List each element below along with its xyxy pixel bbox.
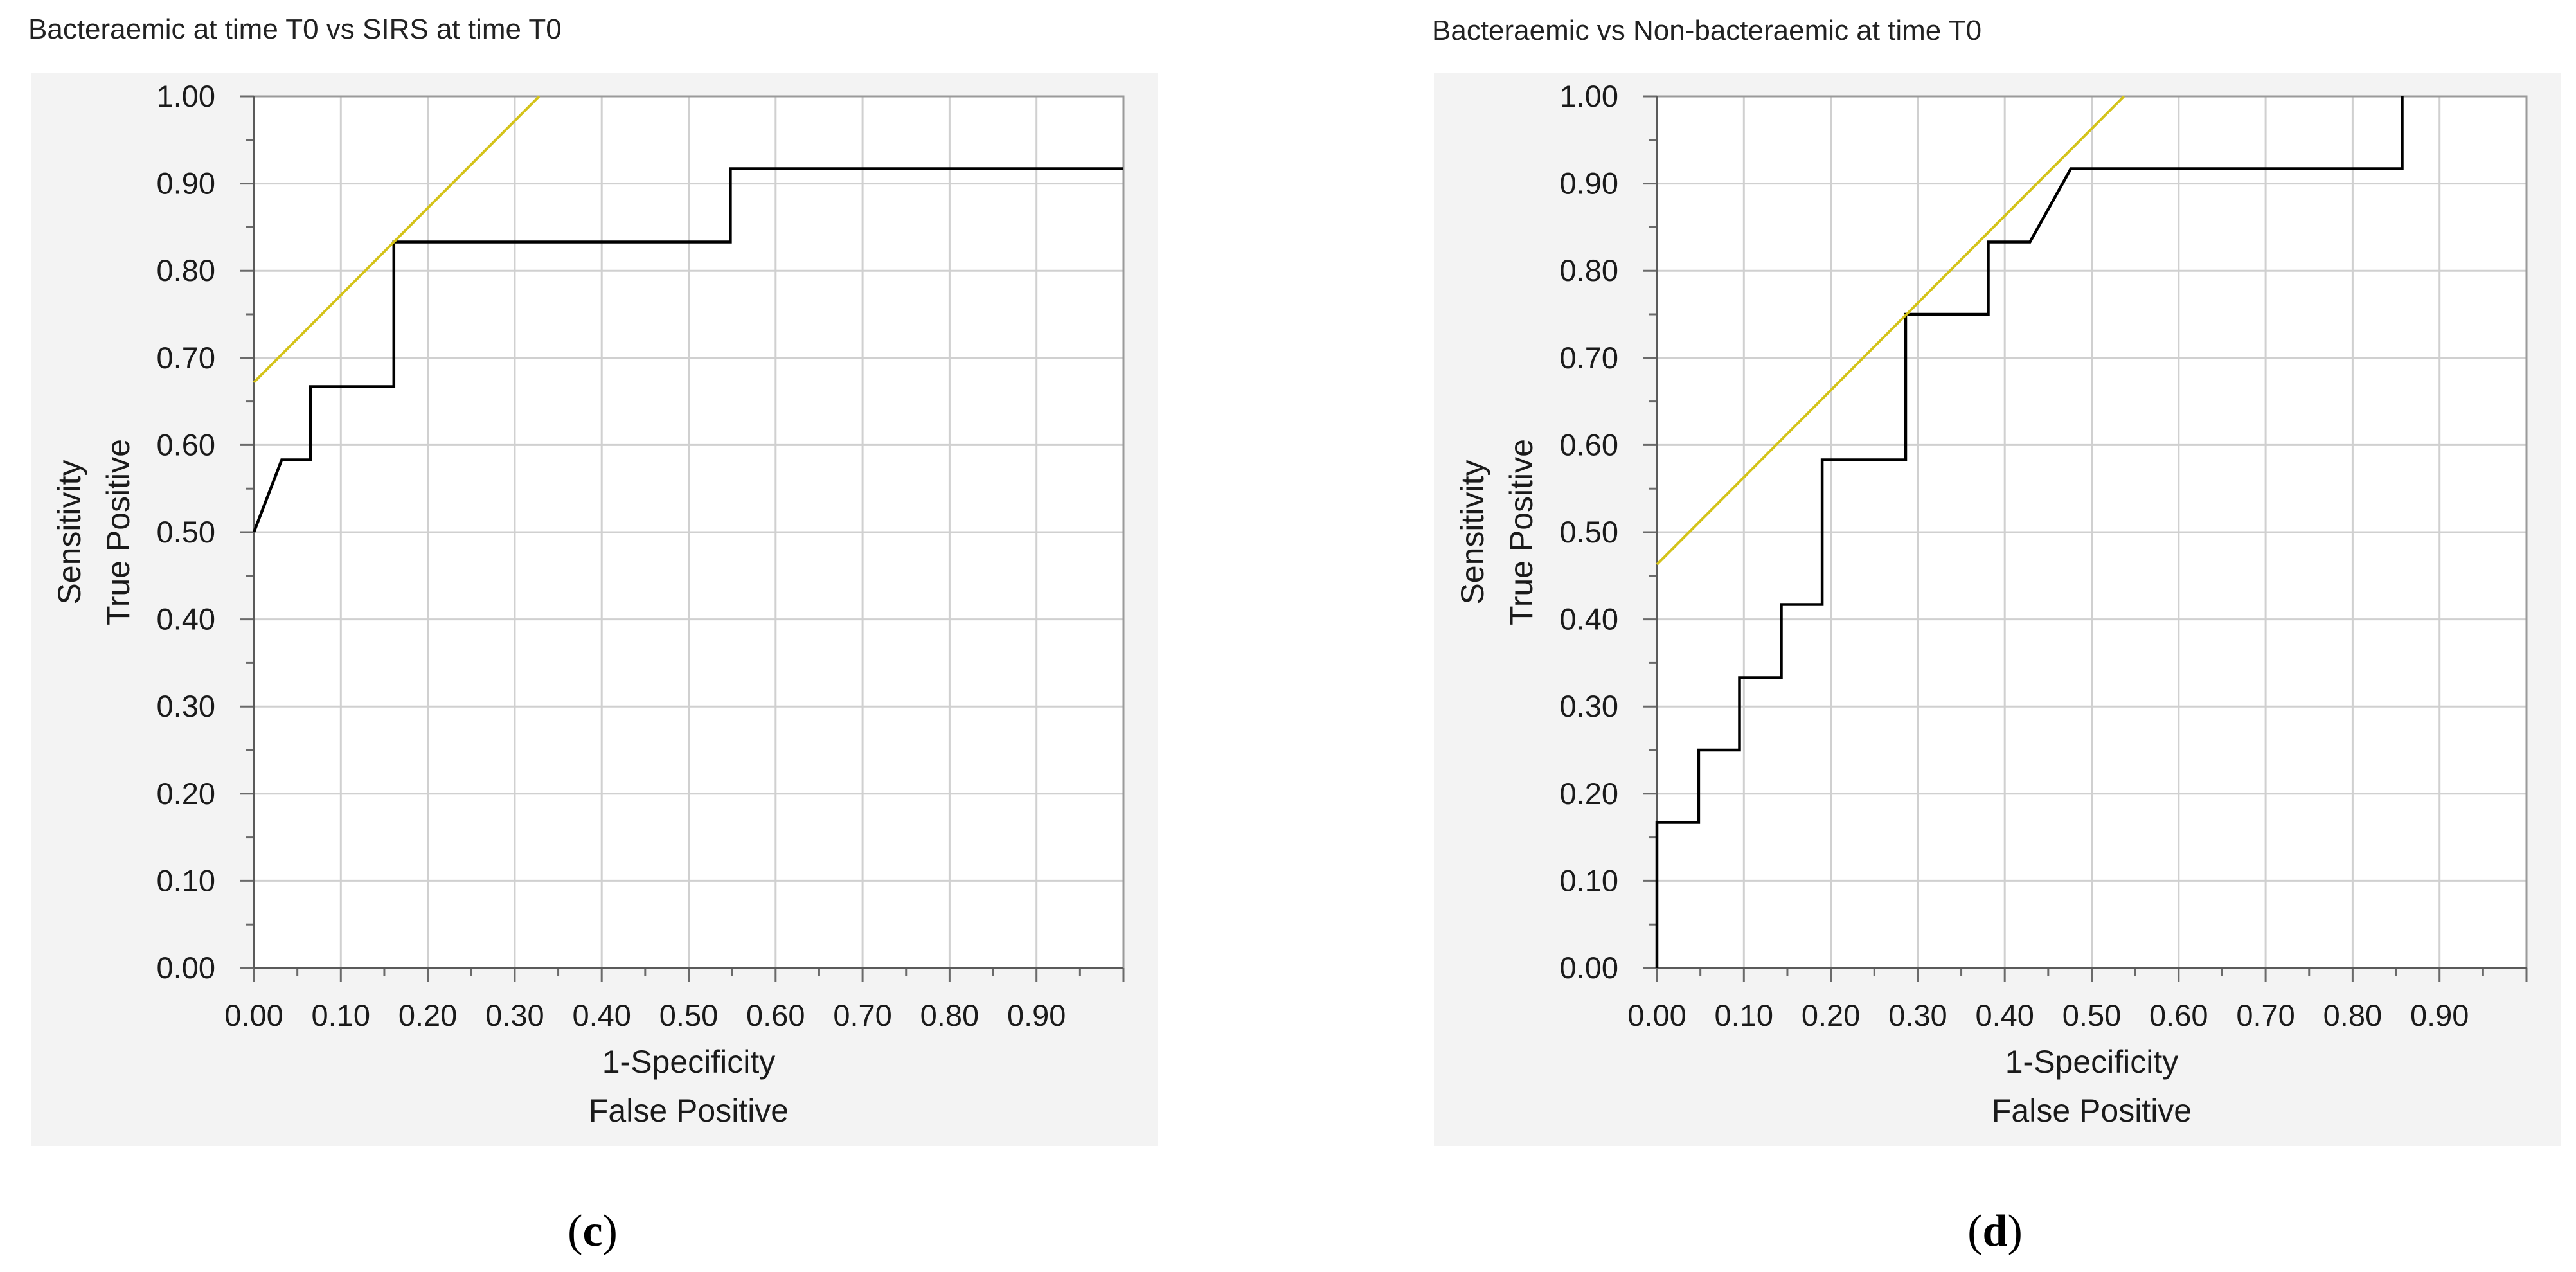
y-tick-label: 0.50 bbox=[1560, 515, 1618, 549]
panel-caption: (c) bbox=[568, 1206, 618, 1256]
y-axis-label: Sensitivity bbox=[51, 460, 87, 604]
x-tick-label: 0.30 bbox=[485, 998, 544, 1032]
reference-line bbox=[253, 95, 541, 384]
y-tick-label: 1.00 bbox=[1560, 79, 1618, 113]
x-axis-label: False Positive bbox=[589, 1093, 789, 1129]
y-tick-label: 0.10 bbox=[1560, 863, 1618, 897]
y-tick-label: 0.60 bbox=[157, 427, 215, 461]
roc-curve bbox=[252, 167, 1123, 533]
y-tick-label: 0.80 bbox=[1560, 253, 1618, 287]
x-tick-label: 0.50 bbox=[2062, 998, 2121, 1032]
x-tick-label: 0.60 bbox=[746, 998, 805, 1032]
x-tick-label: 0.30 bbox=[1888, 998, 1947, 1032]
x-tick-label: 0.00 bbox=[224, 998, 283, 1032]
y-tick-label: 0.00 bbox=[1560, 951, 1618, 985]
x-tick-label: 0.50 bbox=[659, 998, 718, 1032]
x-tick-label: 0.40 bbox=[1975, 998, 2034, 1032]
y-axis-label: True Positive bbox=[1503, 439, 1539, 625]
chart-title: Bacteraemic at time T0 vs SIRS at time T… bbox=[28, 13, 562, 45]
y-tick-label: 0.30 bbox=[1560, 689, 1618, 723]
y-tick-label: 0.30 bbox=[157, 689, 215, 723]
x-tick-label: 0.20 bbox=[398, 998, 457, 1032]
y-axis-label: True Positive bbox=[100, 439, 136, 625]
y-tick-label: 0.50 bbox=[157, 515, 215, 549]
x-tick-label: 0.80 bbox=[2323, 998, 2382, 1032]
roc-panel-c: Bacteraemic at time T0 vs SIRS at time T… bbox=[28, 13, 1158, 1256]
x-tick-label: 0.00 bbox=[1627, 998, 1686, 1032]
y-tick-label: 0.60 bbox=[1560, 427, 1618, 461]
y-tick-label: 0.90 bbox=[1560, 166, 1618, 201]
y-tick-label: 0.20 bbox=[1560, 776, 1618, 811]
x-axis-label: False Positive bbox=[1992, 1093, 2192, 1129]
x-tick-label: 0.60 bbox=[2149, 998, 2208, 1032]
x-tick-label: 0.90 bbox=[1007, 998, 1066, 1032]
x-tick-label: 0.80 bbox=[920, 998, 979, 1032]
x-tick-label: 0.20 bbox=[1802, 998, 1860, 1032]
roc-curve bbox=[1655, 96, 2404, 968]
panel-caption: (d) bbox=[1967, 1206, 2023, 1256]
y-tick-label: 0.70 bbox=[157, 341, 215, 375]
y-tick-label: 0.70 bbox=[1560, 341, 1618, 375]
y-tick-label: 0.40 bbox=[157, 602, 215, 636]
x-tick-label: 0.90 bbox=[2410, 998, 2469, 1032]
y-tick-label: 0.90 bbox=[157, 166, 215, 201]
y-tick-label: 0.00 bbox=[157, 951, 215, 985]
roc-panel-d: Bacteraemic vs Non-bacteraemic at time T… bbox=[1432, 15, 2561, 1256]
chart-title: Bacteraemic vs Non-bacteraemic at time T… bbox=[1432, 15, 1981, 46]
y-axis-label: Sensitivity bbox=[1454, 460, 1490, 604]
x-tick-label: 0.10 bbox=[312, 998, 370, 1032]
y-tick-label: 0.40 bbox=[1560, 602, 1618, 636]
y-tick-label: 0.10 bbox=[157, 863, 215, 897]
x-axis-label: 1-Specificity bbox=[602, 1044, 776, 1080]
y-tick-label: 0.20 bbox=[157, 776, 215, 811]
x-tick-label: 0.40 bbox=[572, 998, 631, 1032]
x-tick-label: 0.70 bbox=[833, 998, 891, 1032]
x-tick-label: 0.70 bbox=[2236, 998, 2294, 1032]
x-axis-label: 1-Specificity bbox=[2005, 1044, 2179, 1080]
reference-line bbox=[1656, 95, 2125, 566]
y-tick-label: 1.00 bbox=[157, 79, 215, 113]
y-tick-label: 0.80 bbox=[157, 253, 215, 287]
x-tick-label: 0.10 bbox=[1715, 998, 1773, 1032]
